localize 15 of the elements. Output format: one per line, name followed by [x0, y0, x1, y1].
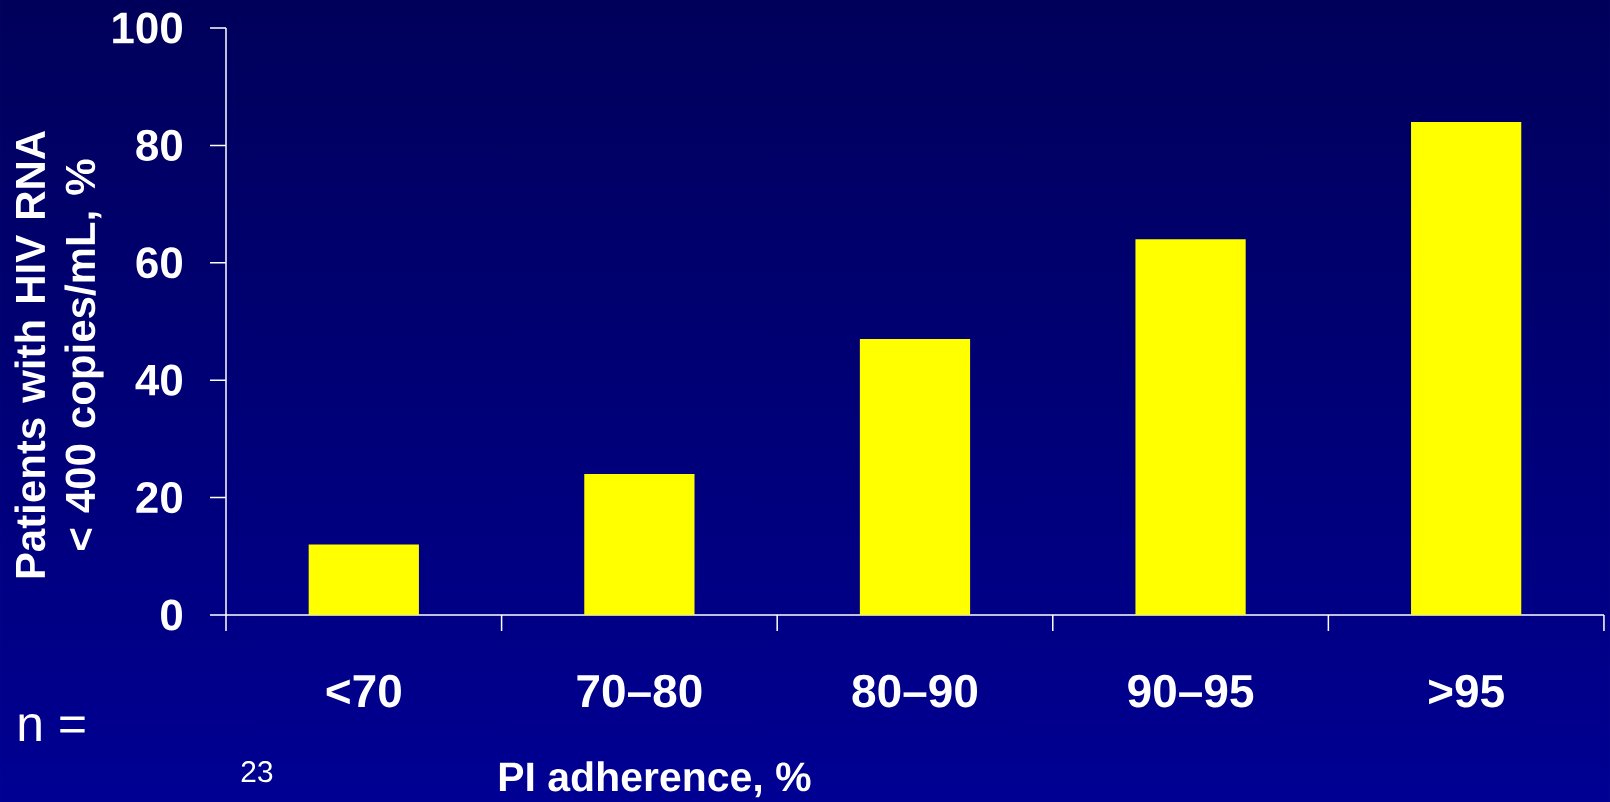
x-tick-label: >95	[1429, 674, 1504, 708]
y-tick-label: 20	[136, 482, 182, 514]
y-tick-label: 0	[161, 599, 182, 631]
y-tick-label: 40	[135, 364, 182, 396]
text: 23	[241, 761, 273, 783]
x-tick-label: 80–90	[852, 674, 978, 708]
y-tick-label: 100	[113, 12, 182, 44]
text: n =	[19, 714, 85, 741]
y-axis-title: Patients with HIV RNA < 400 copies/mL, %	[14, 130, 104, 578]
y-tick-label: 80	[136, 129, 182, 161]
x-tick-label: 90–95	[1128, 674, 1254, 708]
x-axis-title: PI adherence, %	[499, 761, 811, 798]
y-tick-label: 60	[136, 247, 182, 279]
x-tick-label: <70	[326, 674, 401, 708]
x-tick-label: 70–80	[577, 674, 702, 708]
